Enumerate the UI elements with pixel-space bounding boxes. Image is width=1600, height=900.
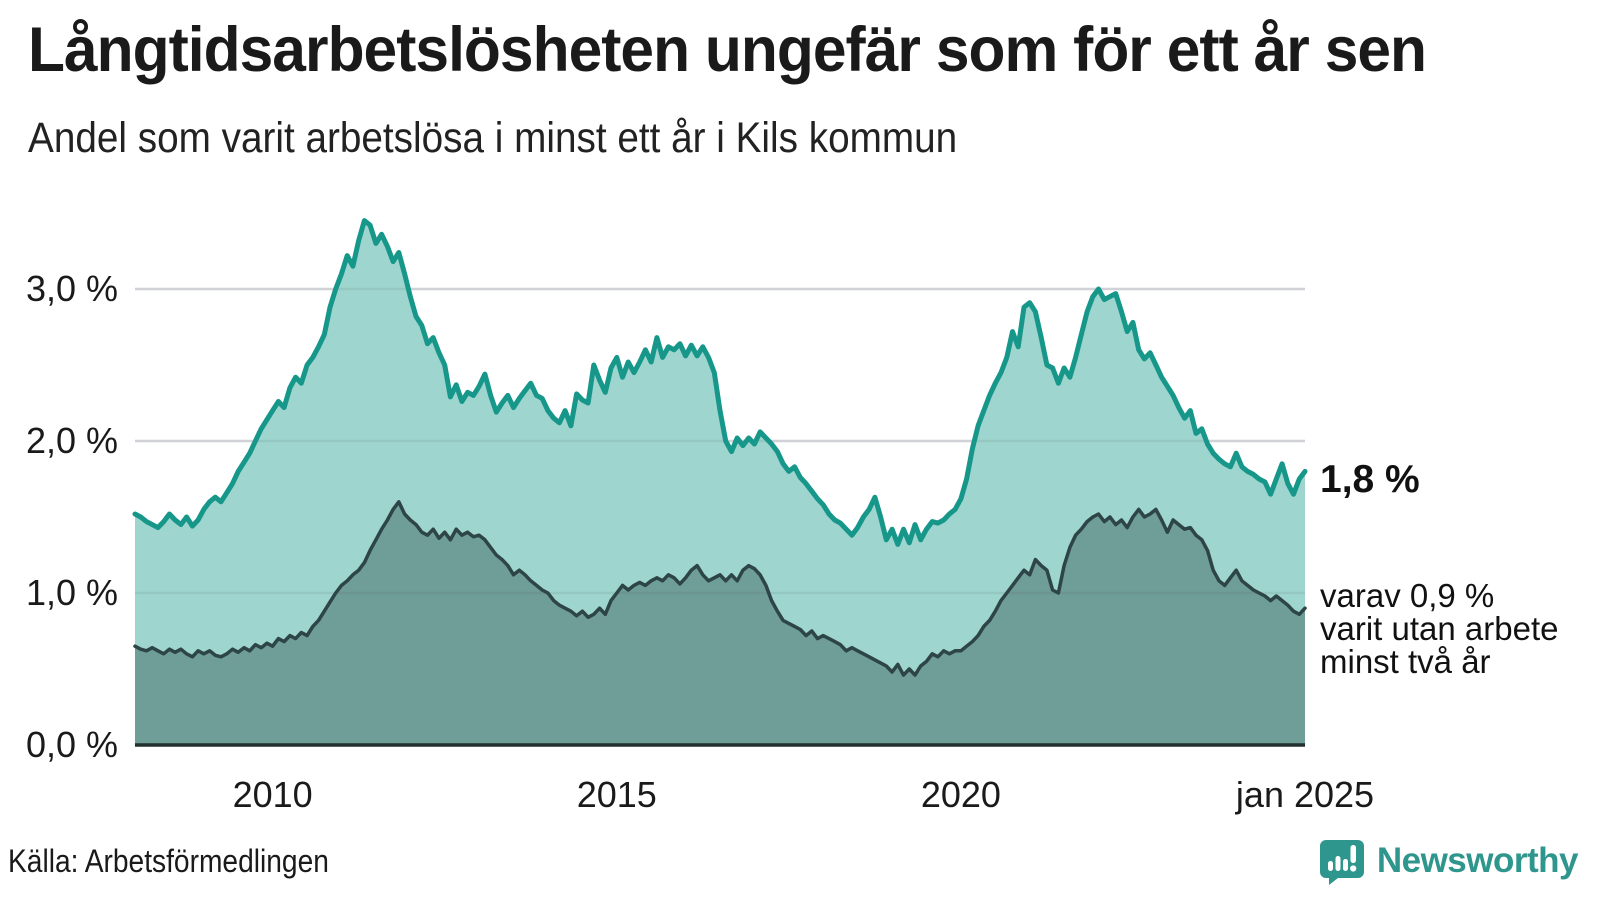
chart-title: Långtidsarbetslösheten ungefär som för e…	[28, 15, 1427, 85]
x-axis-label: 2020	[921, 774, 1001, 815]
newsworthy-logo: Newsworthy	[1317, 836, 1579, 886]
bar-icon	[1342, 859, 1348, 871]
area-subset	[135, 501, 1305, 745]
total-value-label: 1,8 %	[1320, 458, 1420, 501]
bar-icon	[1327, 861, 1333, 871]
brand-name: Newsworthy	[1376, 841, 1579, 880]
subset-value-label: varav 0,9 %	[1320, 577, 1494, 614]
y-axis-label: 2,0 %	[26, 420, 118, 461]
newsworthy-bubble-icon	[1319, 840, 1364, 885]
chart-subtitle: Andel som varit arbetslösa i minst ett å…	[28, 114, 958, 162]
bar-icon	[1335, 856, 1341, 871]
y-axis-label: 1,0 %	[26, 572, 118, 613]
line-total	[132, 218, 1308, 547]
y-axis-label: 3,0 %	[26, 268, 118, 309]
exclamation-icon	[1350, 845, 1356, 863]
subset-value-label: minst två år	[1320, 643, 1491, 680]
source-note: Källa: Arbetsförmedlingen	[8, 843, 329, 879]
exclamation-dot-icon	[1349, 865, 1357, 872]
x-axis-label: 2010	[233, 774, 313, 815]
line-subset	[133, 500, 1307, 677]
x-axis-label: 2015	[577, 774, 657, 815]
subset-value-label: varit utan arbete	[1320, 610, 1558, 647]
x-axis-label: jan 2025	[1235, 774, 1374, 815]
y-axis-label: 0,0 %	[26, 724, 118, 765]
